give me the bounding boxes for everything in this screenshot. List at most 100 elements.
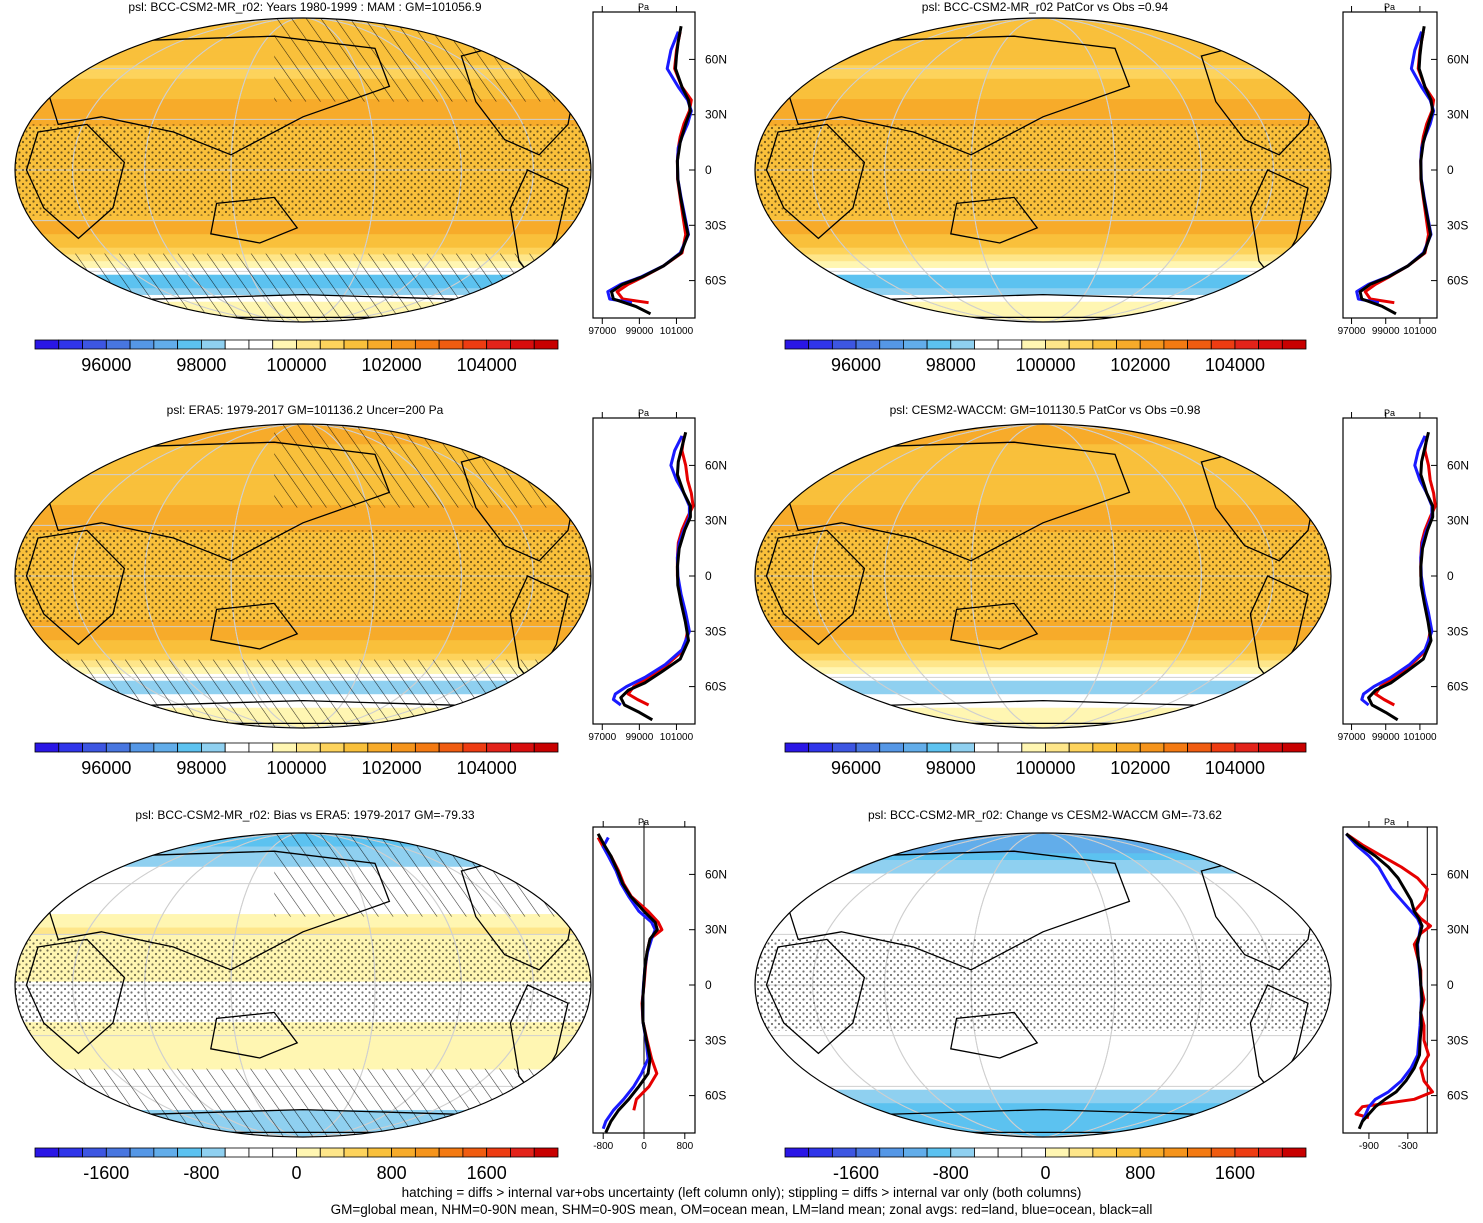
lat-band <box>15 653 591 662</box>
colorbar-swatch <box>903 1147 928 1158</box>
colorbar-tick-label: -1600 <box>83 1163 129 1183</box>
colorbar-swatch <box>319 1147 345 1158</box>
colorbar-swatch <box>248 1147 274 1158</box>
zonal-x-tick-label: 800 <box>676 1141 693 1152</box>
lat-band <box>15 99 591 107</box>
lat-band <box>755 58 1331 66</box>
lat-band <box>15 640 591 648</box>
lat-band <box>755 1116 1331 1125</box>
lat-band <box>15 633 591 641</box>
colorbar-swatch <box>831 1147 857 1158</box>
lat-band <box>755 914 1331 922</box>
colorbar-swatch <box>1068 339 1094 350</box>
lat-band <box>755 227 1331 235</box>
zonal-series-all <box>596 833 659 1134</box>
zonal-x-tick-label: 97000 <box>588 326 616 337</box>
colorbar-swatch <box>997 339 1023 350</box>
colorbar-swatch <box>343 1147 369 1158</box>
colorbar-tick-label: 100000 <box>266 758 326 778</box>
colorbar-swatch <box>272 339 297 350</box>
lat-band <box>755 478 1331 486</box>
lat-band <box>755 525 1331 533</box>
lat-band <box>15 619 591 628</box>
lat-band <box>755 920 1331 929</box>
zonal-lat-tick-label: 60N <box>1447 52 1469 66</box>
coastline-eurasia <box>783 850 1131 971</box>
colorbar-swatch <box>879 742 904 753</box>
colorbar-swatch <box>462 339 488 350</box>
lat-band <box>15 227 591 235</box>
colorbar-swatch <box>950 742 975 753</box>
lat-band <box>755 31 1331 39</box>
lat-band <box>755 274 1331 283</box>
zonal-mean-panel: Pa 97000 99000 101000 60N 30N 0 30S 60S <box>588 2 727 337</box>
colorbar-swatch <box>1068 1147 1094 1158</box>
zonal-lat-tick-label: 30S <box>1447 218 1468 232</box>
lat-band <box>755 234 1331 242</box>
colorbar-swatch <box>784 339 810 350</box>
lat-band <box>15 1055 591 1064</box>
lat-band <box>755 294 1331 303</box>
zonal-lat-tick-label: 0 <box>1447 978 1454 992</box>
lat-band <box>15 213 591 222</box>
lat-band <box>755 626 1331 635</box>
lat-band <box>755 491 1331 499</box>
panel-p1: 96000 98000 100000 102000 104000 Pa 97000 99000… <box>14 2 727 375</box>
colorbar-tick-label: 0 <box>291 1163 301 1183</box>
colorbar-swatch <box>34 339 60 350</box>
colorbar-swatch <box>1281 742 1307 753</box>
colorbar-swatch <box>414 742 440 753</box>
colorbar-swatch <box>1092 742 1117 753</box>
colorbar-tick-label: 96000 <box>81 758 131 778</box>
colorbar-swatch <box>438 742 464 753</box>
lat-band <box>755 653 1331 662</box>
lat-band <box>755 430 1331 439</box>
zonal-series-all <box>619 431 692 722</box>
coastline-eurasia <box>783 35 1131 156</box>
colorbar-swatch <box>201 1147 226 1158</box>
lat-band <box>755 484 1331 493</box>
colorbar-swatch <box>177 339 202 350</box>
zonal-mean-panel: Pa -900 -300 60N 30N 0 30S 60S <box>1342 817 1469 1152</box>
footer-hatching-note: hatching = diffs > internal var+obs unce… <box>401 1185 1082 1200</box>
zonal-series-all <box>1367 431 1435 722</box>
zonal-lat-tick-label: 60S <box>705 680 726 694</box>
colorbar-swatch <box>438 1147 464 1158</box>
colorbar-swatch <box>879 1147 904 1158</box>
stippling <box>755 124 1331 216</box>
map-field <box>15 424 591 728</box>
colorbar-swatch <box>319 742 345 753</box>
colorbar-tick-label: 100000 <box>266 355 326 375</box>
lat-band <box>755 308 1331 316</box>
colorbar-swatch <box>1163 339 1188 350</box>
map-outline <box>754 423 1332 729</box>
lat-band <box>755 1049 1331 1057</box>
lat-band <box>755 907 1331 915</box>
hatching <box>15 1068 591 1137</box>
colorbar-swatch <box>855 1147 881 1158</box>
lat-band <box>755 1096 1331 1104</box>
colorbar-swatch <box>997 742 1023 753</box>
zonal-lat-tick-label: 0 <box>705 569 712 583</box>
colorbar-tick-label: 1600 <box>467 1163 507 1183</box>
colorbar-swatch <box>784 742 810 753</box>
zonal-lat-tick-label: 30S <box>1447 624 1468 638</box>
colorbar-swatch <box>391 339 416 350</box>
colorbar-swatch <box>808 742 833 753</box>
lat-band <box>755 1035 1331 1044</box>
colorbar-swatch <box>533 339 559 350</box>
zonal-x-tick-label: 97000 <box>1338 326 1366 337</box>
colorbar-swatch <box>1210 742 1236 753</box>
lat-band <box>755 261 1331 269</box>
colorbar-swatch <box>1210 339 1236 350</box>
colorbar-swatch <box>296 339 321 350</box>
zonal-lat-tick-label: 30S <box>705 1033 726 1047</box>
colorbar-swatch <box>343 742 369 753</box>
colorbar-swatch <box>974 339 999 350</box>
stippling <box>15 124 591 216</box>
lat-band <box>755 72 1331 80</box>
colorbar-tick-label: 100000 <box>1015 355 1075 375</box>
stippling <box>15 530 591 622</box>
